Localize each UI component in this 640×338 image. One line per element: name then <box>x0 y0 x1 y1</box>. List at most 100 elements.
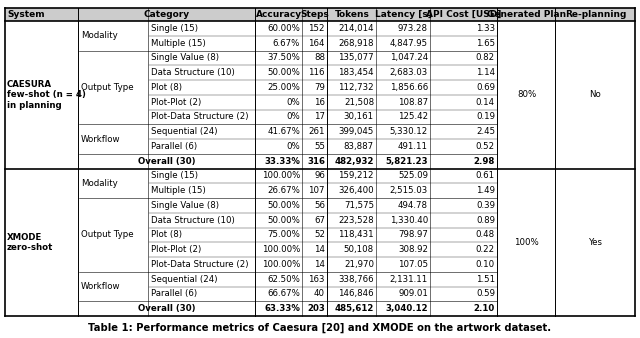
Text: 40: 40 <box>314 289 325 298</box>
Text: 0%: 0% <box>286 98 300 106</box>
Text: 0.82: 0.82 <box>476 53 495 63</box>
Text: 41.67%: 41.67% <box>267 127 300 136</box>
Text: 80%: 80% <box>517 90 536 99</box>
Text: Overall (30): Overall (30) <box>138 156 196 166</box>
Text: 96: 96 <box>314 171 325 180</box>
Text: Steps: Steps <box>301 10 330 19</box>
Text: 0.10: 0.10 <box>476 260 495 269</box>
Text: 491.11: 491.11 <box>398 142 428 151</box>
Text: Single (15): Single (15) <box>151 24 198 33</box>
Text: 83,887: 83,887 <box>344 142 374 151</box>
Text: 50.00%: 50.00% <box>267 201 300 210</box>
Text: Single Value (8): Single Value (8) <box>151 201 219 210</box>
Text: XMODE
zero-shot: XMODE zero-shot <box>7 233 53 252</box>
Text: 5,821.23: 5,821.23 <box>385 156 428 166</box>
Bar <box>5 8 635 21</box>
Text: 1.65: 1.65 <box>476 39 495 48</box>
Text: Accuracy: Accuracy <box>256 10 302 19</box>
Text: 108.87: 108.87 <box>398 98 428 106</box>
Text: Re-planning: Re-planning <box>565 10 626 19</box>
Text: 0.59: 0.59 <box>476 289 495 298</box>
Text: 50.00%: 50.00% <box>267 216 300 225</box>
Text: 1.14: 1.14 <box>476 68 495 77</box>
Text: 494.78: 494.78 <box>398 201 428 210</box>
Text: 0%: 0% <box>286 142 300 151</box>
Text: Parallel (6): Parallel (6) <box>151 289 197 298</box>
Text: Multiple (15): Multiple (15) <box>151 39 205 48</box>
Text: 63.33%: 63.33% <box>264 304 300 313</box>
Text: 37.50%: 37.50% <box>267 53 300 63</box>
Text: Multiple (15): Multiple (15) <box>151 186 205 195</box>
Text: Workflow: Workflow <box>81 282 120 291</box>
Text: Single Value (8): Single Value (8) <box>151 53 219 63</box>
Text: 0.52: 0.52 <box>476 142 495 151</box>
Text: 0.69: 0.69 <box>476 83 495 92</box>
Text: 485,612: 485,612 <box>335 304 374 313</box>
Text: Overall (30): Overall (30) <box>138 304 196 313</box>
Text: 112,732: 112,732 <box>339 83 374 92</box>
Text: No: No <box>589 90 602 99</box>
Text: 2.10: 2.10 <box>474 304 495 313</box>
Text: 0.48: 0.48 <box>476 231 495 239</box>
Text: Plot (8): Plot (8) <box>151 83 182 92</box>
Text: 0.61: 0.61 <box>476 171 495 180</box>
Text: 973.28: 973.28 <box>398 24 428 33</box>
Text: Sequential (24): Sequential (24) <box>151 274 218 284</box>
Text: 67: 67 <box>314 216 325 225</box>
Text: 100.00%: 100.00% <box>262 260 300 269</box>
Text: Table 1: Performance metrics of Caesura [20] and XMODE on the artwork dataset.: Table 1: Performance metrics of Caesura … <box>88 323 552 333</box>
Text: 159,212: 159,212 <box>339 171 374 180</box>
Text: 100.00%: 100.00% <box>262 245 300 254</box>
Text: 0.39: 0.39 <box>476 201 495 210</box>
Text: Data Structure (10): Data Structure (10) <box>151 68 235 77</box>
Text: 0.19: 0.19 <box>476 112 495 121</box>
Text: 71,575: 71,575 <box>344 201 374 210</box>
Text: Parallel (6): Parallel (6) <box>151 142 197 151</box>
Text: Plot-Data Structure (2): Plot-Data Structure (2) <box>151 112 248 121</box>
Text: Yes: Yes <box>589 238 602 247</box>
Text: Plot-Plot (2): Plot-Plot (2) <box>151 245 201 254</box>
Text: Modality: Modality <box>81 179 118 188</box>
Text: 62.50%: 62.50% <box>267 274 300 284</box>
Text: Sequential (24): Sequential (24) <box>151 127 218 136</box>
Text: 21,970: 21,970 <box>344 260 374 269</box>
Text: 2,131.11: 2,131.11 <box>390 274 428 284</box>
Text: 2,683.03: 2,683.03 <box>390 68 428 77</box>
Text: 0.22: 0.22 <box>476 245 495 254</box>
Text: 50,108: 50,108 <box>344 245 374 254</box>
Text: 107: 107 <box>308 186 325 195</box>
Text: Output Type: Output Type <box>81 231 134 239</box>
Text: 2.98: 2.98 <box>474 156 495 166</box>
Text: Tokens: Tokens <box>335 10 369 19</box>
Text: 88: 88 <box>314 53 325 63</box>
Text: Output Type: Output Type <box>81 83 134 92</box>
Text: 164: 164 <box>308 39 325 48</box>
Text: 100.00%: 100.00% <box>262 171 300 180</box>
Text: Latency [s]: Latency [s] <box>375 10 432 19</box>
Text: System: System <box>7 10 45 19</box>
Text: Generated Plan: Generated Plan <box>487 10 566 19</box>
Text: 5,330.12: 5,330.12 <box>390 127 428 136</box>
Text: 399,045: 399,045 <box>339 127 374 136</box>
Text: 1.49: 1.49 <box>476 186 495 195</box>
Text: 183,454: 183,454 <box>339 68 374 77</box>
Text: 116: 116 <box>308 68 325 77</box>
Text: 338,766: 338,766 <box>339 274 374 284</box>
Text: 50.00%: 50.00% <box>267 68 300 77</box>
Text: Workflow: Workflow <box>81 135 120 144</box>
Text: 21,508: 21,508 <box>344 98 374 106</box>
Text: 118,431: 118,431 <box>339 231 374 239</box>
Text: 2.45: 2.45 <box>476 127 495 136</box>
Text: 1,330.40: 1,330.40 <box>390 216 428 225</box>
Text: 1.33: 1.33 <box>476 24 495 33</box>
Text: 909.01: 909.01 <box>398 289 428 298</box>
Text: 56: 56 <box>314 201 325 210</box>
Text: 308.92: 308.92 <box>398 245 428 254</box>
Text: Modality: Modality <box>81 31 118 40</box>
Text: 30,161: 30,161 <box>344 112 374 121</box>
Text: Plot-Plot (2): Plot-Plot (2) <box>151 98 201 106</box>
Text: 55: 55 <box>314 142 325 151</box>
Text: 79: 79 <box>314 83 325 92</box>
Text: 798.97: 798.97 <box>398 231 428 239</box>
Text: 1,856.66: 1,856.66 <box>390 83 428 92</box>
